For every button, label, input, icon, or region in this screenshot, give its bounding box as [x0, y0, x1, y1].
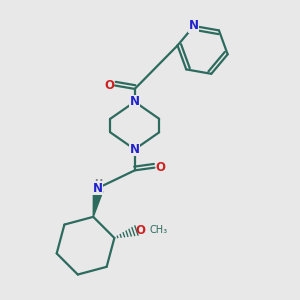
Text: N: N: [92, 182, 102, 195]
Text: N: N: [130, 143, 140, 156]
Text: CH₃: CH₃: [149, 226, 167, 236]
Text: O: O: [104, 79, 114, 92]
Text: N: N: [130, 95, 140, 108]
Text: N: N: [189, 20, 199, 32]
Polygon shape: [93, 190, 103, 217]
Text: O: O: [155, 161, 166, 174]
Text: H: H: [94, 179, 102, 189]
Text: O: O: [136, 224, 146, 237]
